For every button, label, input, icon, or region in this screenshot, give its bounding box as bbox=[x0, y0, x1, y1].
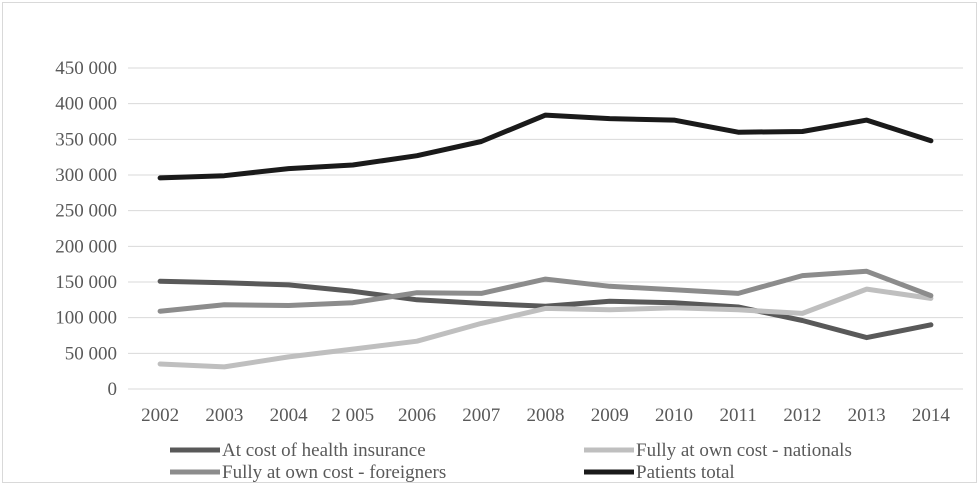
x-axis-tick-labels: 2002 2003 2004 2 005 2006 2007 2008 2009 2010 201… bbox=[141, 405, 950, 426]
legend-label: Fully at own cost - foreigners bbox=[222, 462, 446, 483]
x-tick-label: 2007 bbox=[462, 405, 500, 426]
x-tick-label: 2003 bbox=[205, 405, 243, 426]
legend-label: Patients total bbox=[636, 462, 735, 483]
x-tick-label: 2012 bbox=[783, 405, 821, 426]
gridlines bbox=[128, 67, 963, 390]
x-tick-label: 2009 bbox=[591, 405, 629, 426]
x-tick-label: 2008 bbox=[527, 405, 565, 426]
y-tick-label: 350 000 bbox=[55, 129, 117, 150]
legend-label: Fully at own cost - nationals bbox=[636, 440, 852, 461]
x-tick-label: 2010 bbox=[655, 405, 693, 426]
y-tick-label: 50 000 bbox=[65, 343, 117, 364]
y-tick-label: 0 bbox=[108, 379, 118, 400]
x-tick-label: 2002 bbox=[141, 405, 179, 426]
legend: At cost of health insurance Fully at own … bbox=[170, 440, 852, 483]
x-tick-label: 2004 bbox=[270, 405, 309, 426]
x-tick-label: 2011 bbox=[720, 405, 757, 426]
series-line-3 bbox=[157, 268, 934, 314]
x-tick-label: 2014 bbox=[912, 405, 951, 426]
y-tick-label: 250 000 bbox=[55, 201, 117, 222]
y-tick-label: 100 000 bbox=[55, 308, 117, 329]
x-tick-label: 2013 bbox=[848, 405, 886, 426]
y-tick-label: 200 000 bbox=[55, 236, 117, 257]
y-tick-label: 450 000 bbox=[55, 58, 117, 79]
x-tick-label: 2 005 bbox=[331, 405, 374, 426]
y-axis-tick-labels: 0 50 000 100 000 150 000 200 000 250 000 300 0… bbox=[55, 58, 117, 400]
series-lines bbox=[157, 112, 934, 370]
series-line-4 bbox=[157, 112, 934, 181]
x-tick-label: 2006 bbox=[398, 405, 436, 426]
legend-label: At cost of health insurance bbox=[222, 440, 426, 461]
y-tick-label: 150 000 bbox=[55, 272, 117, 293]
y-tick-label: 400 000 bbox=[55, 94, 117, 115]
series-line-2 bbox=[157, 286, 934, 370]
y-tick-label: 300 000 bbox=[55, 165, 117, 186]
